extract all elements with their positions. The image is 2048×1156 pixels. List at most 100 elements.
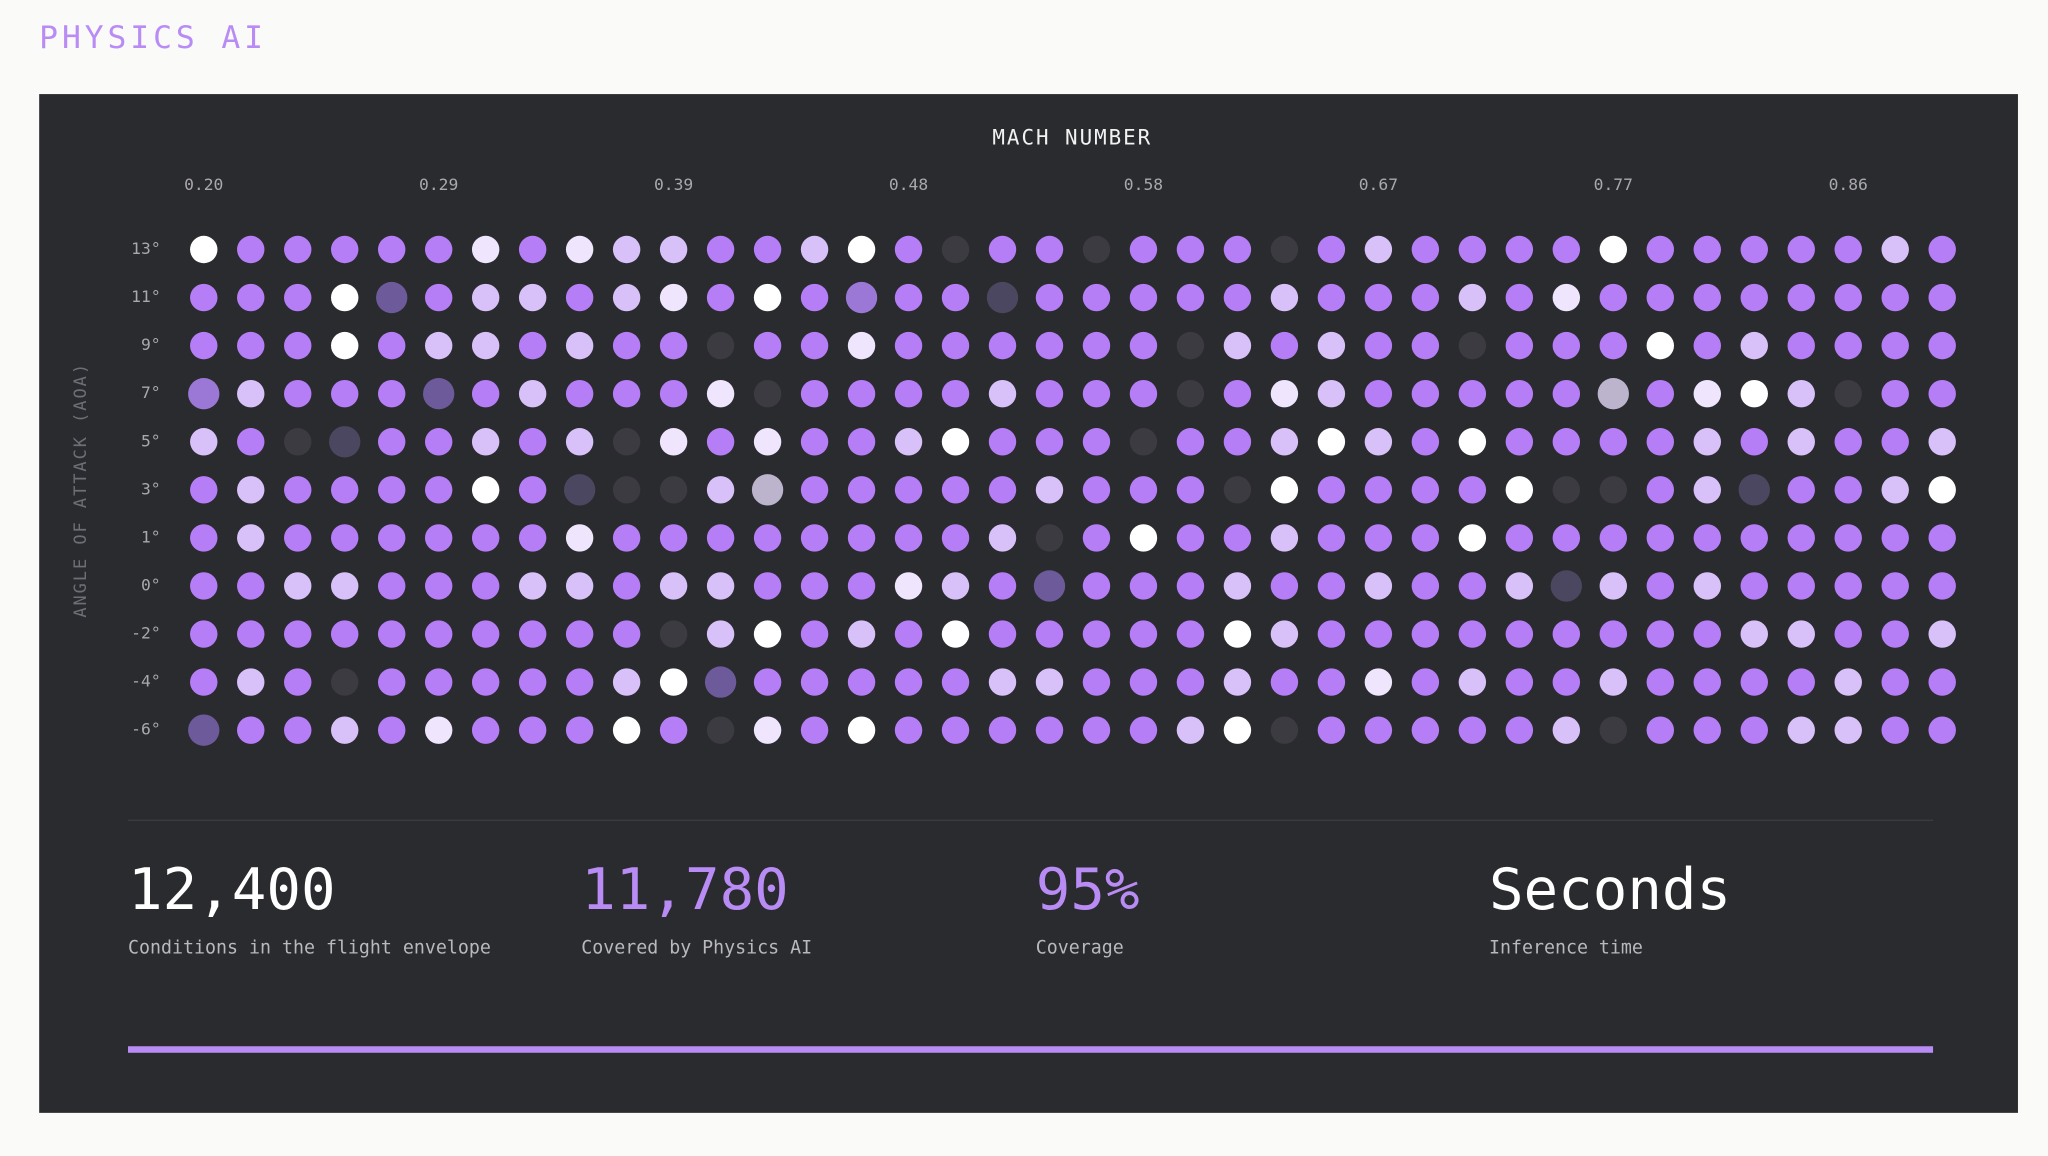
dot <box>1411 716 1440 744</box>
dot <box>471 331 500 360</box>
dot <box>1364 235 1393 264</box>
dot <box>565 620 594 648</box>
stat-label: Coverage <box>1036 937 1124 958</box>
dot <box>1693 524 1721 552</box>
dot <box>1411 379 1440 408</box>
dot <box>565 379 594 408</box>
dot <box>706 235 735 264</box>
dot <box>1787 283 1815 312</box>
dot <box>988 524 1017 552</box>
progress-bar <box>128 1046 1934 1053</box>
dot <box>847 476 876 504</box>
dot <box>1035 283 1064 312</box>
dot <box>565 331 594 360</box>
dot <box>1552 476 1581 504</box>
dot <box>1270 524 1299 552</box>
dot <box>1881 235 1909 264</box>
dot <box>1599 331 1628 360</box>
dot <box>237 379 265 408</box>
dot <box>1646 428 1675 456</box>
dot <box>1646 524 1675 552</box>
dot <box>1599 476 1628 504</box>
dot <box>190 235 218 264</box>
dot <box>1740 620 1768 648</box>
dot <box>1082 331 1111 360</box>
dot <box>1599 283 1628 312</box>
dot <box>941 428 970 456</box>
dot <box>190 283 218 312</box>
dot <box>1552 379 1581 408</box>
x-tick-label: 0.77 <box>1594 175 1633 194</box>
dot <box>1411 620 1440 648</box>
dot <box>284 620 312 648</box>
dot <box>284 668 312 696</box>
dot <box>1223 524 1252 552</box>
dot <box>1928 668 1956 696</box>
y-tick-label: 11° <box>131 287 160 306</box>
dot <box>753 283 782 312</box>
dot <box>1176 572 1205 600</box>
dot <box>1176 283 1205 312</box>
dot <box>565 572 594 600</box>
dot <box>988 572 1017 600</box>
dot <box>1834 235 1862 264</box>
dot <box>941 235 970 264</box>
dot <box>894 524 923 552</box>
dot <box>1129 524 1158 552</box>
dot <box>377 572 406 600</box>
dot <box>1223 331 1252 360</box>
dot <box>706 716 735 744</box>
dot <box>988 379 1017 408</box>
dot <box>471 476 500 504</box>
y-tick-label: 1° <box>141 527 161 546</box>
dot <box>706 620 735 648</box>
dot <box>1505 572 1534 600</box>
dot <box>659 524 688 552</box>
dot <box>847 620 876 648</box>
dot <box>659 476 688 504</box>
dot <box>1458 476 1487 504</box>
dot <box>612 716 641 744</box>
dot <box>424 235 453 264</box>
dot <box>1740 283 1768 312</box>
dot <box>1881 428 1909 456</box>
dot <box>612 668 641 696</box>
dot <box>800 476 829 504</box>
dot <box>988 620 1017 648</box>
stat-value: Seconds <box>1489 856 1731 923</box>
dot <box>1458 379 1487 408</box>
dot <box>800 283 829 312</box>
dot <box>1505 235 1534 264</box>
dot <box>1364 428 1393 456</box>
dot <box>237 476 265 504</box>
stat-value: 95% <box>1036 856 1140 923</box>
dot <box>612 235 641 264</box>
dot <box>1552 428 1581 456</box>
dot <box>424 620 453 648</box>
dot <box>1317 620 1346 648</box>
dot <box>563 474 596 506</box>
dot <box>1223 283 1252 312</box>
dot <box>1364 668 1393 696</box>
dot <box>1033 570 1066 602</box>
dot <box>1928 524 1956 552</box>
x-axis-title: MACH NUMBER <box>992 125 1152 149</box>
dot <box>988 668 1017 696</box>
dot <box>1693 235 1721 264</box>
stat-value: 12,400 <box>128 856 336 923</box>
dot <box>1364 379 1393 408</box>
dot <box>518 716 547 744</box>
dot <box>1928 620 1956 648</box>
dot <box>284 235 312 264</box>
dot <box>894 716 923 744</box>
dot <box>237 283 265 312</box>
dot <box>1646 572 1675 600</box>
dot <box>518 379 547 408</box>
dot <box>424 283 453 312</box>
dot <box>1834 716 1862 744</box>
dot <box>1693 668 1721 696</box>
dot <box>1505 620 1534 648</box>
dot <box>1881 668 1909 696</box>
y-tick-label: 7° <box>141 383 161 402</box>
